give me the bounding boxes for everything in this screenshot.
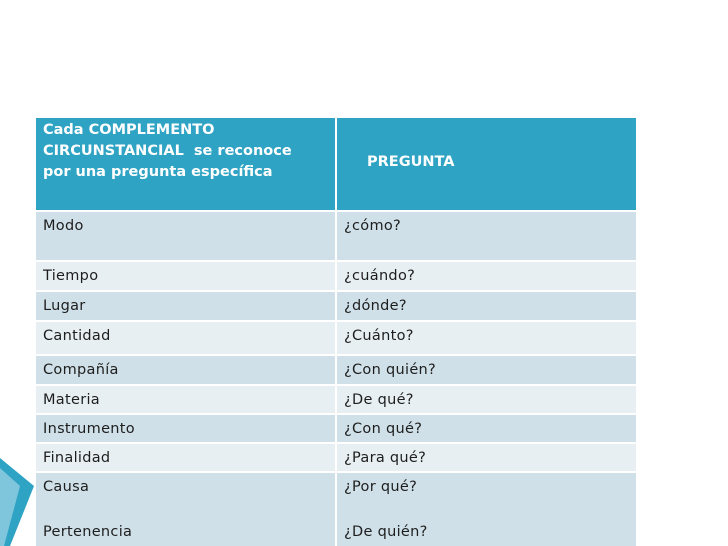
table-cell: ¿De qué? <box>337 386 636 413</box>
table-cell: ¿dónde? <box>337 292 636 320</box>
table-cell: ¿Por qué? ¿De quién? <box>337 473 636 546</box>
table-cell: ¿cómo? <box>337 212 636 260</box>
table-cell: Causa Pertenencia <box>36 473 335 546</box>
cell-text: Materia <box>43 392 100 408</box>
cell-text: Causa <box>43 479 90 495</box>
cell-text: Cada COMPLEMENTO <box>43 122 215 138</box>
cell-text: Instrumento <box>43 421 135 437</box>
table-cell: Materia <box>36 386 335 413</box>
table-cell: Compañía <box>36 356 335 384</box>
cell-text: ¿De quién? <box>344 524 428 540</box>
cell-text: ¿cuándo? <box>344 268 416 284</box>
table-cell: ¿Cuánto? <box>337 322 636 354</box>
cell-text: Pertenencia <box>43 524 133 540</box>
table-cell: Cantidad <box>36 322 335 354</box>
decoration <box>0 458 34 546</box>
table-cell: ¿cuándo? <box>337 262 636 290</box>
cell-text: ¿dónde? <box>344 298 407 314</box>
cell-text: ¿De qué? <box>344 392 414 408</box>
cell-text: ¿Con quién? <box>344 362 437 378</box>
cell-text: ¿Por qué? <box>344 479 418 495</box>
cell-text: PREGUNTA <box>367 153 455 170</box>
cell-text: Tiempo <box>43 268 99 284</box>
cell-text: Modo <box>43 218 84 234</box>
cell-text: por una pregunta específica <box>43 164 273 180</box>
table-cell: ¿Para qué? <box>337 444 636 471</box>
cell-text: CIRCUNSTANCIAL se reconoce <box>43 143 292 159</box>
table-cell: Tiempo <box>36 262 335 290</box>
cell-text: Lugar <box>43 298 86 314</box>
table-cell: Instrumento <box>36 415 335 442</box>
table-cell: Lugar <box>36 292 335 320</box>
table-cell: Modo <box>36 212 335 260</box>
cell-text: Finalidad <box>43 450 111 466</box>
header-cell: Cada COMPLEMENTO CIRCUNSTANCIAL se recono… <box>36 118 335 210</box>
table-cell: ¿Con quién? <box>337 356 636 384</box>
cell-text: Cantidad <box>43 328 111 344</box>
cell-text: ¿Para qué? <box>344 450 427 466</box>
table-cell: Finalidad <box>36 444 335 471</box>
header-cell: PREGUNTA <box>337 118 636 210</box>
cell-text: ¿Cuánto? <box>344 328 414 344</box>
table-cell: ¿Con qué? <box>337 415 636 442</box>
cell-text: ¿cómo? <box>344 218 402 234</box>
cell-text: Compañía <box>43 362 119 378</box>
cell-text: ¿Con qué? <box>344 421 423 437</box>
